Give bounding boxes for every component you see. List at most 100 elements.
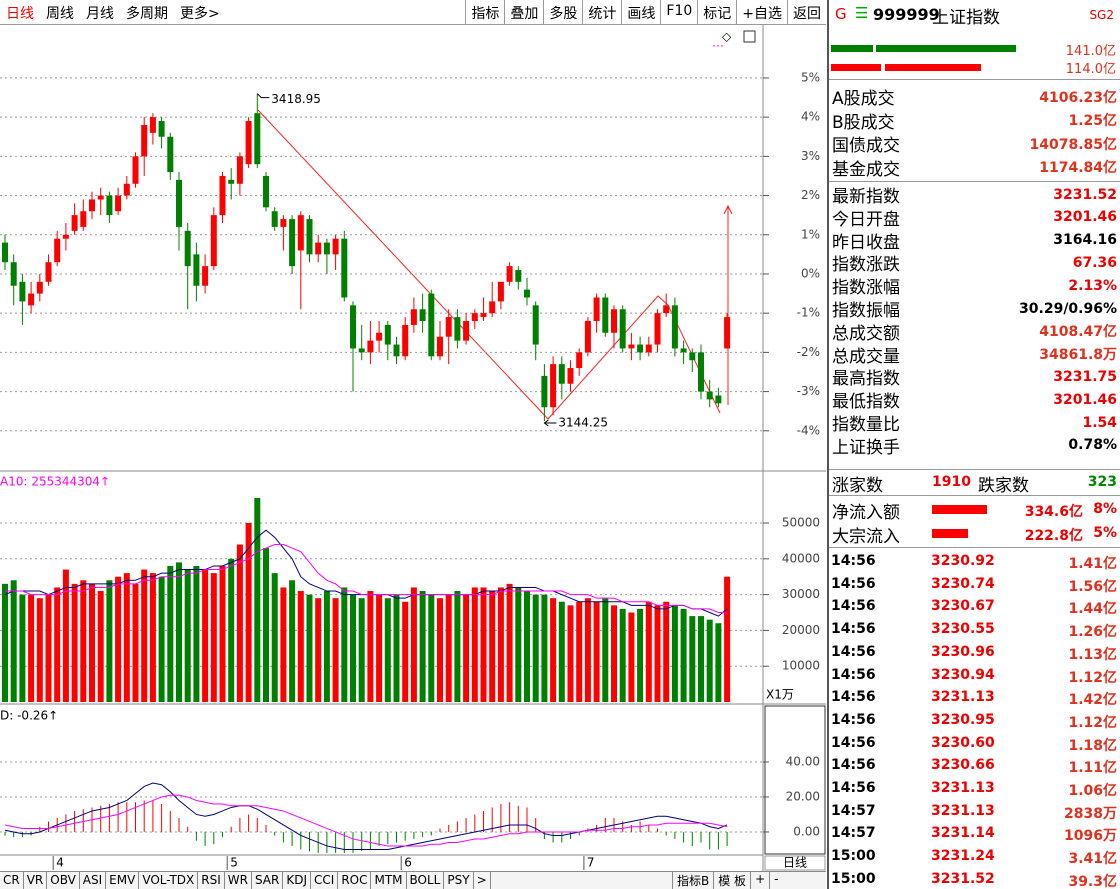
flow-pct: 5% (1093, 525, 1117, 541)
tool-button[interactable]: 返回 (787, 0, 826, 24)
candle-body (167, 136, 174, 173)
volume-bar (724, 576, 731, 702)
tab-button[interactable]: - (769, 871, 782, 889)
quote-row: 指数涨幅 2.13% (832, 274, 1117, 299)
toolbar: 日线 周线 月线 多周期 更多> 指标 叠加 多股 统计 画线 F10 标记 +自选 返回 (0, 0, 826, 25)
tick-time: 14:56 (831, 598, 876, 615)
y-tick-label: -3% (797, 384, 820, 398)
tool-button[interactable]: 统计 (582, 0, 621, 24)
indicator-tab[interactable]: VOL-TDX (139, 872, 199, 889)
tick-row: 14:56 3230.60 1.18亿 (831, 732, 1117, 754)
indicator-tab[interactable]: RSI (198, 872, 225, 889)
period-tab[interactable]: 日线 (6, 6, 34, 22)
y-tick-label: 40000 (782, 551, 820, 565)
row-value: 2.13% (1068, 277, 1117, 294)
quote-row: 指数量比 1.54 (832, 411, 1117, 436)
period-tab[interactable]: 月线 (86, 6, 114, 22)
candle-body (532, 305, 539, 345)
menu-icon: ☰ (855, 4, 869, 22)
tool-button[interactable]: 画线 (621, 0, 660, 24)
tick-row: 14:56 3231.13 1.06亿 (831, 777, 1117, 799)
candle-body (384, 324, 391, 345)
tick-row: 15:00 3231.52 39.3亿 (831, 868, 1117, 889)
candle-body (228, 179, 235, 184)
tool-button[interactable]: 标记 (697, 0, 736, 24)
y-tick-label: 2% (801, 188, 820, 202)
indicator-tabs-right: 指标B 模 板 + - (672, 871, 782, 889)
candle-body (149, 117, 156, 133)
volume-bar (323, 591, 330, 702)
indicator-tab[interactable]: CR (0, 872, 24, 889)
volume-bar (550, 598, 557, 702)
indicator-tab[interactable]: OBV (47, 872, 80, 889)
candle-body (45, 262, 52, 282)
tool-button[interactable]: +自选 (736, 0, 787, 24)
volume-bar (445, 594, 452, 702)
indicator-tab[interactable]: MTM (371, 872, 407, 889)
indicator-tab[interactable]: WR (225, 872, 252, 889)
indicator-tab[interactable]: PSY (444, 872, 474, 889)
candle-body (497, 281, 504, 302)
tick-amount: 2838万 (1064, 805, 1117, 822)
indicator-tab[interactable]: SAR (252, 872, 284, 889)
tab-button[interactable]: 模 板 (713, 871, 750, 889)
row-label: 昨日收盘 (832, 232, 900, 253)
volume-bar (97, 591, 104, 702)
volume-bar (698, 616, 704, 702)
candle-body (141, 124, 148, 157)
row-label: 指数涨幅 (832, 278, 900, 299)
candle-body (332, 238, 339, 255)
indicator-tab[interactable]: VR (24, 872, 48, 889)
quote-row: 总成交量 34861.8万 (832, 343, 1117, 367)
volume-bar (497, 587, 504, 702)
candle-body (663, 305, 670, 314)
candle-body (193, 254, 200, 286)
volume-bar (419, 591, 426, 702)
candle-body (410, 309, 417, 325)
tick-price: 3230.66 (931, 757, 995, 774)
candle-body (524, 289, 530, 298)
candle-body (393, 344, 400, 357)
icon: ◇ (722, 30, 732, 44)
volume-bar (10, 580, 17, 702)
tick-time: 15:00 (831, 870, 876, 887)
indicator-tab[interactable]: > (474, 872, 491, 889)
flag: G (835, 5, 847, 23)
row-label: A股成交 (832, 89, 895, 109)
indicator-tab[interactable]: ASI (80, 872, 107, 889)
indicator-tab[interactable]: CCI (311, 872, 339, 889)
tool-button[interactable]: F10 (660, 0, 697, 24)
tick-amount: 3.41亿 (1068, 851, 1117, 868)
y-tick-label: 50000 (782, 516, 820, 530)
row-label: 今日开盘 (832, 209, 900, 230)
tab-button[interactable]: 指标B (672, 871, 713, 889)
indicator-tab[interactable]: KDJ (283, 872, 312, 889)
tool-button[interactable]: 多股 (543, 0, 582, 24)
period-tab[interactable]: 周线 (46, 6, 74, 22)
indicator-line (4, 782, 728, 850)
tab-button[interactable]: + (750, 871, 769, 889)
y-tick-label: -4% (797, 423, 820, 437)
tick-time: 14:56 (831, 666, 876, 683)
quote-row: 国债成交 14078.85亿 (832, 132, 1117, 156)
candle-body (602, 297, 609, 333)
period-tab[interactable]: 多周期 (126, 6, 168, 22)
candle-body (515, 270, 522, 282)
tool-button[interactable]: 指标 (465, 0, 504, 24)
volume-bar (584, 598, 591, 702)
tool-button[interactable]: 叠加 (504, 0, 543, 24)
tick-row: 14:56 3230.92 1.41亿 (831, 550, 1117, 572)
candle-body (715, 395, 722, 404)
period-tab[interactable]: 更多> (180, 6, 220, 22)
candle-body (36, 281, 43, 294)
volume-bar (228, 558, 235, 702)
indicator-tab[interactable]: ROC (338, 872, 372, 889)
indicator-tab[interactable]: BOLL (407, 872, 445, 889)
volume-bar (480, 587, 487, 702)
indicator-tab[interactable]: EMV (106, 872, 140, 889)
icon[interactable] (743, 30, 756, 43)
y-tick-label: 4% (801, 110, 820, 124)
tick-row: 15:00 3231.24 3.41亿 (831, 845, 1117, 867)
tick-row: 14:57 3231.13 2838万 (831, 800, 1117, 822)
name: 上证指数 (932, 8, 1000, 28)
